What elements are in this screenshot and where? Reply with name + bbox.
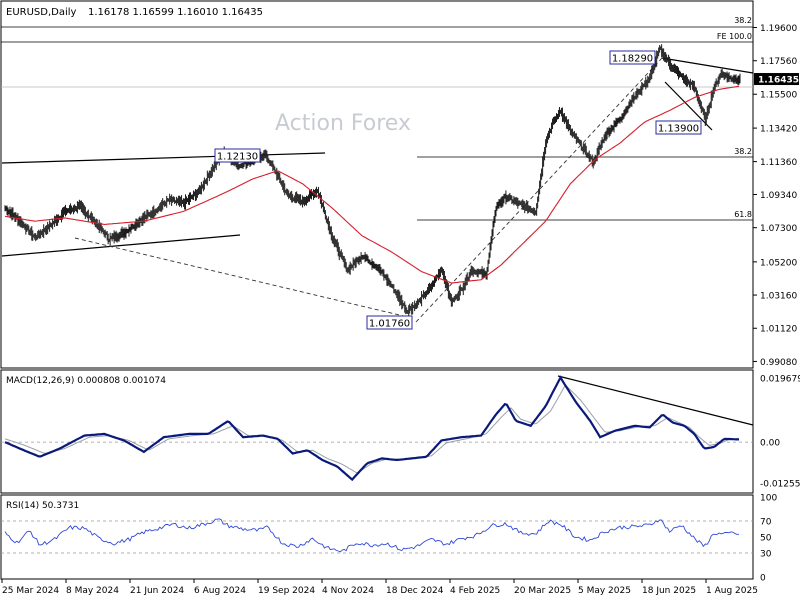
date-tick-label: 4 Nov 2024 (322, 586, 374, 596)
last-price-box (754, 73, 799, 86)
rsi-tick-label: 30 (760, 550, 772, 560)
rsi-title: RSI(14) 50.3731 (6, 501, 79, 511)
date-tick-label: 18 Jun 2025 (642, 586, 696, 596)
label-1.12130-box (214, 148, 261, 163)
date-tick-label: 1 Aug 2025 (706, 586, 758, 596)
date-tick-label: 20 Mar 2025 (514, 586, 571, 596)
watermark: Action Forex (275, 111, 411, 136)
date-tick-label: 19 Sep 2024 (258, 586, 315, 596)
macd-main-line (4, 375, 739, 482)
annotation-labels: 1.18290 1.13900 1.12130 1.01760 38.2 FE 100.0… (214, 16, 752, 330)
price-tick-label: 1.15500 (760, 91, 797, 101)
macd-signal-line (4, 385, 740, 474)
macd-panel-frame (0, 369, 754, 494)
price-tick-label: 1.05200 (760, 258, 797, 268)
rsi-tick-label: 100 (760, 494, 777, 504)
fib-label-38.2-upper: 38.2 (734, 16, 752, 25)
macd-trend-line (557, 375, 754, 426)
macd-tick-label: 0.00 (760, 439, 780, 449)
triangle-upper-line (661, 57, 754, 74)
symbol-label: EURUSD,Daily (6, 7, 77, 18)
label-low-1.13900-box (655, 120, 702, 135)
fib-label-61.8: 61.8 (734, 210, 752, 219)
macd-tick-label: 0.019679 (760, 374, 800, 384)
channel-lower-line (1, 234, 241, 257)
rsi-tick-label: 0 (760, 574, 766, 584)
trend-lines (1, 57, 754, 426)
date-tick-label: 6 Aug 2024 (194, 586, 246, 596)
channel-upper-line (1, 152, 326, 164)
price-bars (4, 44, 741, 317)
date-tick-label: 18 Dec 2024 (386, 586, 444, 596)
label-low-1.01760-box (366, 315, 413, 330)
date-tick-label: 5 May 2025 (578, 586, 631, 596)
price-tick-label: 1.11360 (760, 158, 797, 168)
price-tick-label: 1.19600 (760, 24, 797, 34)
label-high-1.18290-box (609, 50, 656, 65)
date-tick-label: 8 May 2024 (66, 586, 119, 596)
last-price-label: 1.16435 (758, 76, 799, 86)
sma-line (4, 85, 740, 284)
date-tick-label: 4 Feb 2025 (450, 586, 500, 596)
rsi-panel-frame (0, 494, 754, 580)
label-high-1.18290: 1.18290 (612, 54, 653, 65)
date-tick-label: 25 Mar 2024 (2, 586, 59, 596)
label-low-1.01760: 1.01760 (369, 319, 410, 330)
price-tick-label: 1.03160 (760, 292, 797, 302)
macd-lines (4, 375, 740, 482)
price-tick-label: 1.07300 (760, 224, 797, 234)
label-low-1.13900: 1.13900 (658, 124, 699, 135)
price-tick-label: 0.99080 (760, 358, 797, 368)
label-1.12130: 1.12130 (217, 152, 258, 163)
rsi-tick-label: 70 (760, 518, 772, 528)
price-tick-label: 1.09340 (760, 191, 797, 201)
axis-labels: 1.19600 1.17560 1.15500 1.13420 1.11360 1.093… (1, 24, 800, 596)
macd-tick-label: -0.012552 (760, 480, 800, 490)
price-tick-label: 1.13420 (760, 125, 797, 135)
price-tick-label: 1.01120 (760, 325, 797, 335)
price-tick-label: 1.17560 (760, 57, 797, 67)
date-tick-label: 21 Jun 2024 (130, 586, 184, 596)
rsi-series-line (4, 518, 740, 553)
reference-lines (1, 26, 753, 554)
macd-title: MACD(12,26,9) 0.000808 0.001074 (6, 376, 166, 386)
ohlc-values: 1.16178 1.16599 1.16010 1.16435 (88, 7, 263, 18)
fib-label-fe-100: FE 100.0 (717, 32, 752, 41)
rsi-tick-label: 50 (760, 534, 772, 544)
fib-label-38.2: 38.2 (734, 147, 752, 156)
rsi-line (4, 518, 740, 553)
price-panel-frame (0, 0, 754, 369)
moving-average (4, 85, 740, 284)
triangle-lower-line (664, 81, 713, 131)
decline-dashed-line (74, 237, 413, 319)
